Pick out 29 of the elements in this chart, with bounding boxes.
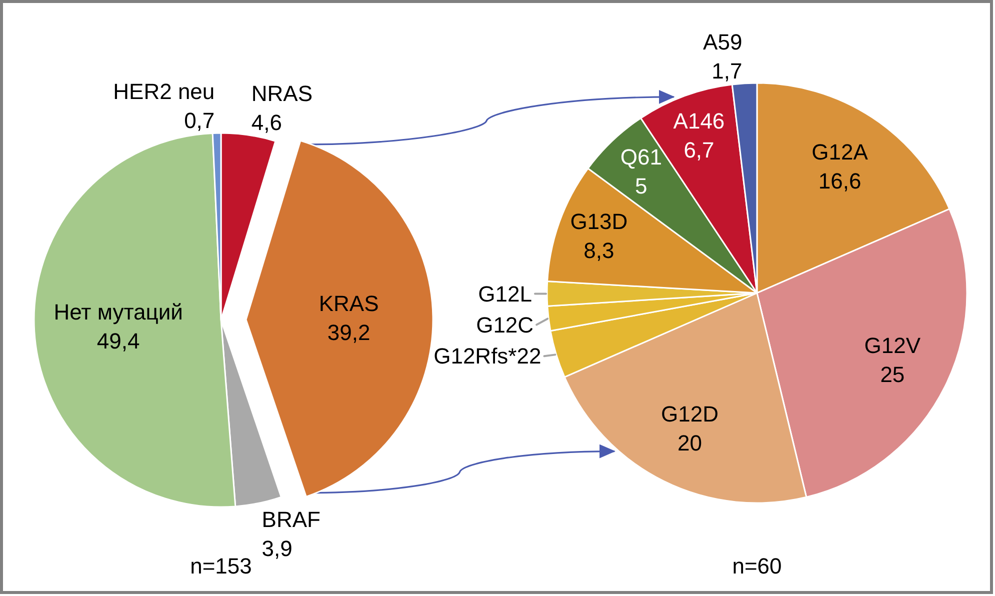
text: n=60: [732, 554, 782, 578]
data-label: 20: [678, 430, 702, 456]
slice-label: G12Rfs*22: [434, 344, 542, 369]
slice-label: G12L: [478, 281, 532, 306]
slice-label: NRAS: [251, 81, 313, 106]
slice-label: G12D: [661, 401, 719, 426]
slice-label: BRAF: [262, 507, 320, 532]
data-label: 3,9: [262, 536, 292, 562]
slice-label: Нет мутаций: [54, 299, 183, 324]
slice-label: G12V: [864, 333, 921, 358]
slice-label: A146: [673, 108, 725, 134]
slice-label: G12A: [812, 139, 868, 164]
data-label: 8,3: [584, 238, 614, 264]
slice-label: Q61: [620, 144, 662, 170]
data-label: 49,4: [96, 328, 140, 354]
data-label: 25: [880, 362, 905, 388]
text: n=153: [190, 554, 252, 578]
data-label: 6,7: [684, 137, 714, 162]
data-label: 16,6: [818, 168, 862, 194]
slice-label: HER2 neu: [113, 79, 215, 104]
slice-label: A59: [703, 29, 742, 54]
slice-label: G13D: [570, 209, 628, 234]
data-label: 4,6: [251, 110, 282, 136]
data-label: 0,7: [184, 108, 215, 134]
slice-label: G12C: [476, 312, 534, 338]
data-label: 39,2: [327, 320, 370, 345]
slice-label: KRAS: [318, 290, 379, 316]
data-label: 5: [635, 173, 648, 198]
data-label: 1,7: [712, 58, 742, 84]
